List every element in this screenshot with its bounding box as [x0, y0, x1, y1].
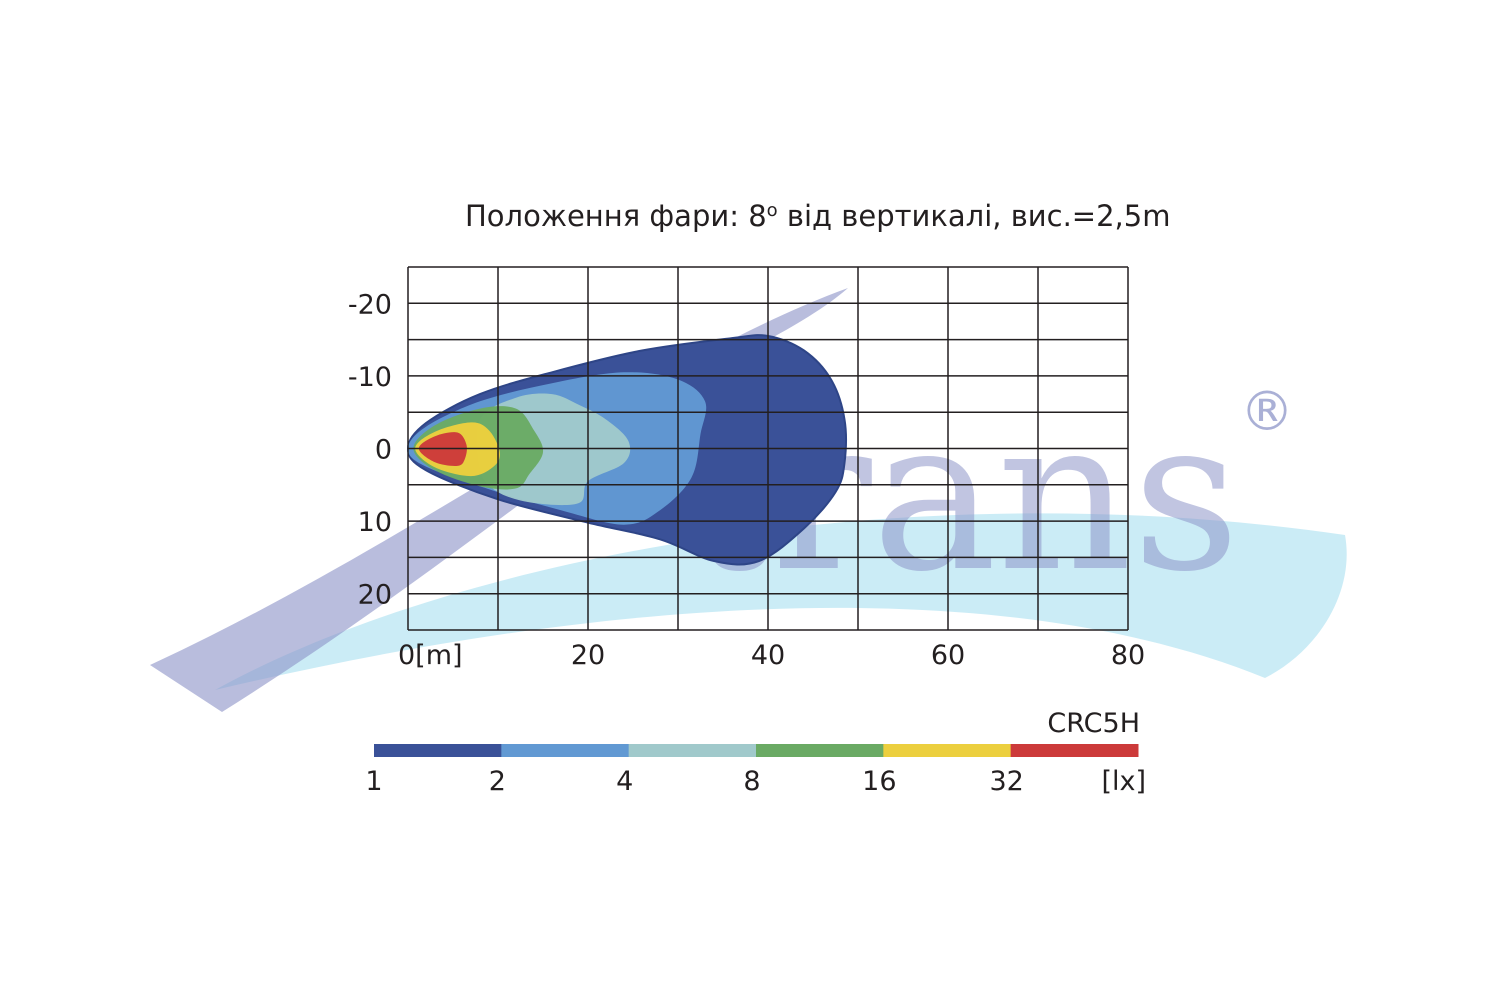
chart-title-degree: o [767, 200, 778, 221]
x-axis-ticks: 0[m] 20 40 60 80 [398, 640, 1145, 671]
model-label: CRC5H [1047, 708, 1140, 739]
chart-title: Положення фари: 8o від вертикалі, вис.=2… [465, 199, 1170, 233]
y-tick-label: 0 [375, 435, 392, 466]
y-axis-ticks: -20 -10 0 10 20 [348, 289, 392, 610]
legend-label: 32 [989, 766, 1023, 797]
legend-label: 8 [743, 766, 760, 797]
legend-swatch-8lx [756, 744, 884, 757]
y-tick-label: -10 [348, 362, 392, 393]
legend-swatch-4lx [628, 744, 757, 757]
legend-swatch-16lx [883, 744, 1012, 757]
legend-label: 16 [862, 766, 896, 797]
x-tick-label: 0[m] [398, 640, 463, 671]
y-tick-label: 10 [358, 507, 392, 538]
x-tick-label: 20 [571, 640, 605, 671]
legend-swatch-1lx [374, 744, 502, 757]
legend-label: 2 [489, 766, 506, 797]
registered-mark-icon: ® [1240, 380, 1294, 443]
legend-label: 1 [365, 766, 382, 797]
y-tick-label: -20 [348, 289, 392, 320]
chart-title-rest: від вертикалі, вис.=2,5m [778, 199, 1171, 233]
y-tick-label: 20 [358, 580, 392, 611]
legend-label: 4 [616, 766, 633, 797]
x-tick-label: 40 [751, 640, 785, 671]
chart-title-main: Положення фари: 8 [465, 199, 767, 233]
lux-legend: 1 2 4 8 16 32 [lx] [365, 744, 1146, 797]
legend-swatch-32lx [1010, 744, 1139, 757]
legend-swatch-2lx [501, 744, 630, 757]
x-tick-label: 80 [1111, 640, 1145, 671]
x-tick-label: 60 [931, 640, 965, 671]
legend-unit: [lx] [1101, 766, 1146, 797]
chart-grid [407, 266, 1129, 631]
